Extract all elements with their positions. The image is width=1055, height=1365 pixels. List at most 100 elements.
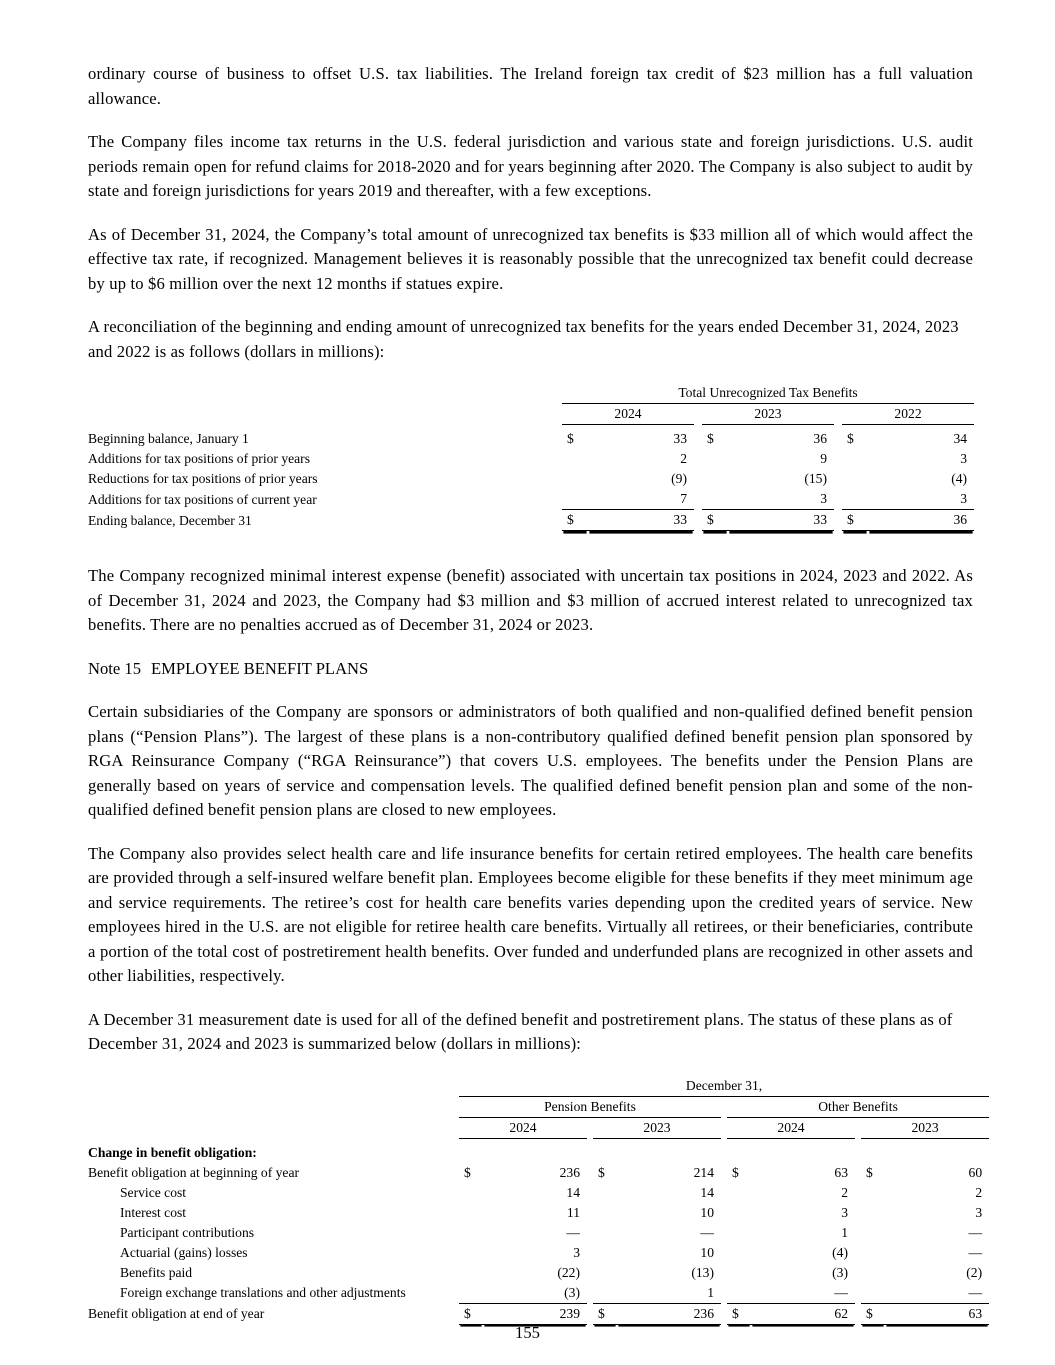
table1-title: Total Unrecognized Tax Benefits (562, 383, 975, 404)
table1-cell-2024: 33 (673, 431, 687, 446)
currency-symbol: $ (459, 1303, 483, 1325)
table1-cell-2024: 7 (588, 489, 694, 510)
table2-total-pension-2023: 236 (617, 1303, 721, 1325)
table1-cell-2023: 36 (813, 431, 827, 446)
table1-col-2024: 2024 (562, 403, 694, 425)
currency-symbol: $ (727, 1303, 751, 1325)
table-row: Reductions for tax positions of prior ye… (88, 469, 974, 489)
currency-symbol: $ (732, 1164, 739, 1180)
table1-cell-2022: 34 (953, 431, 968, 446)
table2-cell-pension-2023: 1 (617, 1282, 721, 1304)
currency-symbol: $ (598, 1164, 605, 1180)
table2-row-label: Interest cost (120, 1204, 187, 1220)
paragraph-income-tax-returns: The Company files income tax returns in … (88, 132, 973, 200)
table1-cell-2022: 3 (960, 451, 968, 466)
currency-symbol: $ (861, 1303, 885, 1325)
benefit-obligation-table-wrapper: December 31, Pension Benefits Other Bene… (88, 1075, 990, 1325)
table2-cell-pension-2024: (3) (483, 1282, 587, 1304)
table-row: Participant contributions — — 1 — (88, 1223, 989, 1243)
table2-cell-pension-2023: 14 (700, 1184, 714, 1200)
table2-row-label: Foreign exchange translations and other … (120, 1285, 406, 1300)
note-number: Note 15 (88, 658, 141, 678)
table2-cell-other-2024: 3 (841, 1204, 848, 1220)
table1-total-label: Ending balance, December 31 (88, 512, 252, 528)
table2-cell-pension-2024: (22) (557, 1264, 580, 1280)
table-row: Benefits paid (22) (13) (3) (2) (88, 1263, 989, 1283)
table2-cell-pension-2024: 3 (573, 1244, 580, 1260)
table2-cell-pension-2023: 214 (693, 1164, 714, 1180)
table-row: Additions for tax positions of current y… (88, 489, 975, 510)
table-row: Interest cost 11 10 3 3 (88, 1203, 989, 1223)
table1-bottom-space (88, 531, 973, 564)
table-row: Foreign exchange translations and other … (88, 1282, 990, 1304)
table2-cell-pension-2023: — (700, 1224, 714, 1240)
table2-super-title: December 31, (459, 1075, 990, 1097)
table-row: Additions for tax positions of prior yea… (88, 449, 974, 469)
currency-symbol: $ (593, 1303, 617, 1325)
table2-cell-other-2024: (3) (832, 1264, 848, 1280)
table1-cell-2022: 3 (868, 489, 975, 510)
table2-section-header: Change in benefit obligation: (88, 1144, 257, 1160)
table2-group-other: Other Benefits (727, 1096, 990, 1118)
table2-cell-pension-2023: 10 (700, 1204, 714, 1220)
table-row: Service cost 14 14 2 2 (88, 1183, 989, 1203)
table1-cell-2024: (9) (671, 471, 687, 486)
note-title: EMPLOYEE BENEFIT PLANS (151, 658, 369, 678)
table2-col-other-2023: 2023 (861, 1117, 990, 1139)
table2-cell-other-2023: 3 (975, 1204, 983, 1220)
table2-col-other-2024: 2024 (727, 1117, 855, 1139)
table2-cell-pension-2023: 10 (700, 1244, 714, 1260)
table2-cell-pension-2024: 236 (559, 1164, 580, 1180)
paragraph-pension-plans: Certain subsidiaries of the Company are … (88, 702, 973, 819)
table2-group-header-row: Pension Benefits Other Benefits (88, 1096, 990, 1118)
paragraph-ordinary-course: ordinary course of business to offset U.… (88, 64, 973, 108)
table2-total-pension-2024: 239 (483, 1303, 587, 1325)
table1-title-row: Total Unrecognized Tax Benefits (88, 383, 975, 404)
table1-total-2023: 33 (728, 509, 834, 531)
currency-symbol: $ (866, 1164, 873, 1180)
currency-symbol: $ (464, 1164, 471, 1180)
table2-cell-other-2023: — (968, 1224, 983, 1240)
unrecognized-tax-benefits-table: Total Unrecognized Tax Benefits 2024 202… (88, 383, 975, 531)
paragraph-unrecognized-tax-benefits: As of December 31, 2024, the Company’s t… (88, 224, 973, 293)
table2-cell-other-2023: 2 (975, 1184, 983, 1200)
table2-row-label: Service cost (120, 1184, 187, 1200)
table1-total-row: Ending balance, December 31 $ 33 $ 33 $ … (88, 509, 975, 531)
table2-total-label: Benefit obligation at end of year (88, 1306, 265, 1321)
table2-cell-other-2023: — (885, 1282, 990, 1304)
table2-total-other-2023: 63 (885, 1303, 990, 1325)
paragraph-health-care-benefits: The Company also provides select health … (88, 843, 973, 986)
note-15-heading: Note 15 EMPLOYEE BENEFIT PLANS (88, 657, 973, 682)
table2-cell-other-2024: 1 (841, 1224, 848, 1240)
table2-super-title-row: December 31, (88, 1075, 990, 1097)
table1-cell-2023: (15) (804, 471, 827, 486)
currency-symbol: $ (567, 431, 574, 446)
table2-cell-other-2024: — (751, 1282, 855, 1304)
currency-symbol: $ (702, 509, 728, 531)
table2-cell-other-2023: (2) (966, 1264, 983, 1280)
table1-cell-2023: 3 (728, 489, 834, 510)
table1-row-label: Reductions for tax positions of prior ye… (88, 471, 318, 486)
table1-total-2024: 33 (588, 509, 694, 531)
table2-cell-other-2023: — (968, 1244, 983, 1260)
unrecognized-tax-benefits-table-wrapper: Total Unrecognized Tax Benefits 2024 202… (88, 383, 975, 531)
table-row: Benefit obligation at beginning of year … (88, 1163, 989, 1183)
currency-symbol: $ (562, 509, 588, 531)
table2-cell-other-2024: (4) (832, 1244, 848, 1260)
table2-row-label: Benefits paid (120, 1264, 193, 1280)
currency-symbol: $ (847, 431, 854, 446)
currency-symbol: $ (707, 431, 714, 446)
table-row: Beginning balance, January 1 $ 33 $ 36 $… (88, 429, 974, 449)
table2-cell-pension-2024: 11 (566, 1204, 580, 1220)
table2-row-label: Actuarial (gains) losses (120, 1244, 248, 1260)
benefit-obligation-table: December 31, Pension Benefits Other Bene… (88, 1075, 990, 1325)
table1-cell-2022: (4) (951, 471, 968, 486)
table2-row-label: Benefit obligation at beginning of year (88, 1164, 300, 1180)
table1-cell-2023: 9 (820, 451, 827, 466)
table1-year-header-row: 2024 2023 2022 (88, 403, 975, 425)
paragraph-reconciliation-intro: A reconciliation of the beginning and en… (88, 317, 959, 361)
table2-cell-other-2024: 2 (841, 1184, 848, 1200)
table2-cell-pension-2024: — (566, 1224, 580, 1240)
table1-col-2023: 2023 (702, 403, 834, 425)
